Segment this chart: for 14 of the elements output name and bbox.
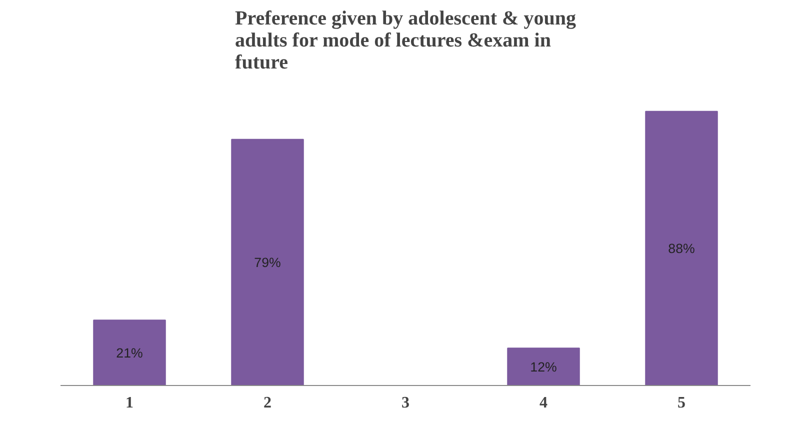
- data-label: 21%: [116, 345, 143, 360]
- bar: [231, 138, 304, 386]
- x-tick-label: 2: [264, 394, 272, 412]
- bar: [93, 320, 166, 386]
- x-tick-label: 4: [540, 394, 548, 412]
- data-label: 88%: [668, 240, 695, 256]
- x-tick-label: 1: [126, 394, 134, 412]
- x-tick-label: 5: [678, 394, 686, 412]
- chart-title: Preference given by adolescent & young adults for mode of lectures &exam in future: [235, 8, 576, 74]
- bar: [645, 110, 718, 386]
- bar: [507, 348, 580, 386]
- data-label: 12%: [530, 359, 557, 374]
- x-tick-label: 3: [402, 394, 410, 412]
- data-label: 79%: [254, 254, 281, 270]
